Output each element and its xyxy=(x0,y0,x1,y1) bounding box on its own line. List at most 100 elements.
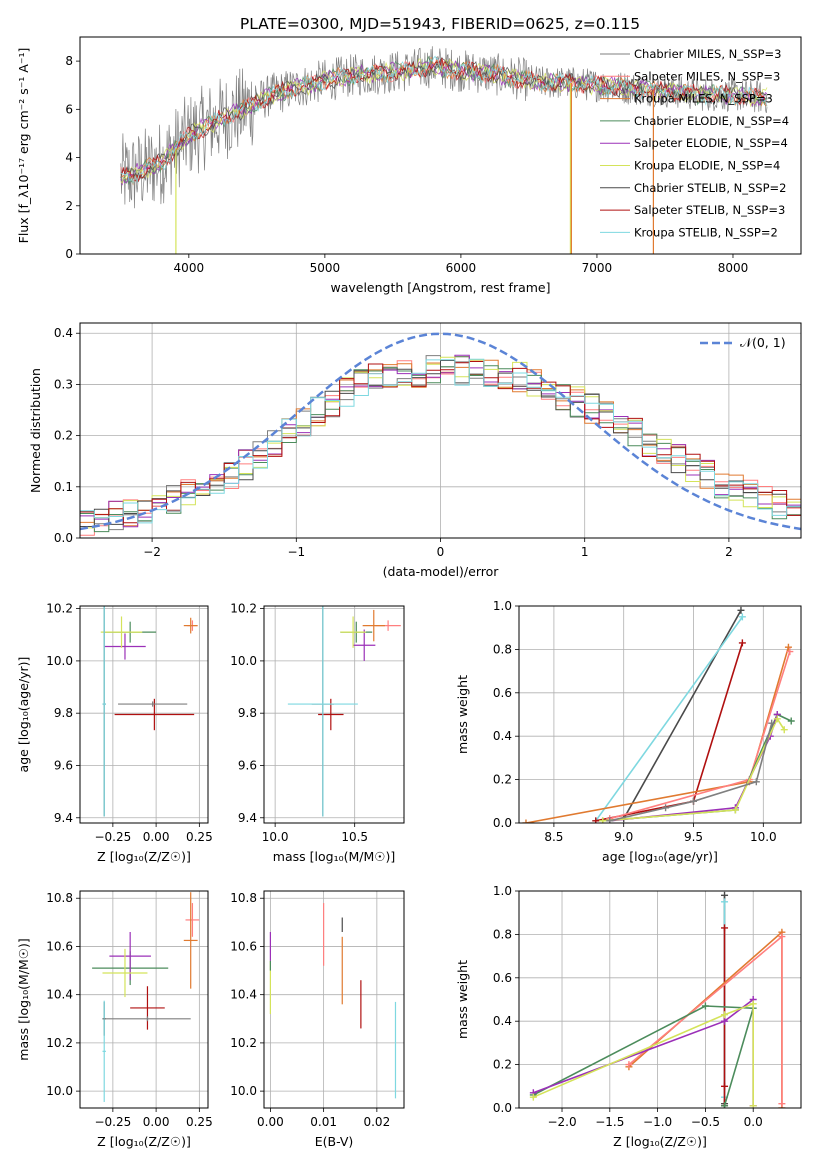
errorbar-point xyxy=(353,629,376,661)
legend-label: Salpeter MILES, N_SSP=3 xyxy=(634,69,780,83)
figure-title: PLATE=0300, MJD=51943, FIBERID=0625, z=0… xyxy=(240,15,640,33)
plot-area xyxy=(522,606,795,823)
y-axis-label: Flux [f_λ10⁻¹⁷ erg cm⁻² s⁻¹ A⁻¹] xyxy=(16,48,31,244)
y-tick-label: 10.0 xyxy=(230,1084,257,1098)
x-tick-label: 6000 xyxy=(446,261,477,275)
legend-label: Kroupa ELODIE, N_SSP=4 xyxy=(634,159,780,173)
y-tick-label: 9.6 xyxy=(54,758,73,772)
y-axis-label: mass weight xyxy=(455,960,470,1039)
y-tick-label: 9.6 xyxy=(238,758,257,772)
errorbar-point xyxy=(185,903,200,937)
plot-area xyxy=(529,891,786,1108)
y-tick-label: 0.0 xyxy=(54,531,73,545)
x-tick-label: 2 xyxy=(725,545,733,559)
weight-marker xyxy=(599,817,607,823)
errorbar-point xyxy=(100,616,143,648)
weight-marker xyxy=(721,1102,729,1108)
x-tick-label: 1 xyxy=(581,545,589,559)
y-tick-label: 0.6 xyxy=(493,686,512,700)
x-axis-label: age [log₁₀(age/yr)] xyxy=(602,849,718,864)
errorbar-point xyxy=(130,986,165,1030)
y-tick-label: 0.3 xyxy=(54,377,73,391)
errorbar-point xyxy=(102,606,106,817)
weight-marker xyxy=(749,1102,757,1108)
weight-marker xyxy=(778,1100,786,1108)
weight-line xyxy=(609,722,773,822)
y-tick-label: 1.0 xyxy=(493,599,512,613)
errorbar-point xyxy=(362,609,385,642)
panel-residuals: −2 −1 0 1 2 0.0 0.1 0.2 0.3 0.4 (data-model)/error… xyxy=(28,322,802,579)
y-tick-label: 10.6 xyxy=(46,939,73,953)
y-tick-label: 10.0 xyxy=(230,654,257,668)
errorbar-point xyxy=(109,931,151,981)
weight-marker xyxy=(731,806,739,814)
x-tick-label: −1 xyxy=(287,545,305,559)
x-tick-label: −0.25 xyxy=(94,830,131,844)
y-tick-label: 6 xyxy=(65,102,73,116)
x-tick-label: 10.0 xyxy=(262,830,289,844)
panel-mass-vs-ebv: 0.00 0.01 0.02 10.0 10.2 10.4 10.6 10.8 E(B-V) xyxy=(230,890,405,1149)
y-tick-label: 10.0 xyxy=(46,654,73,668)
weight-line xyxy=(532,1002,754,1106)
weight-marker xyxy=(773,715,781,723)
x-tick-label: 4000 xyxy=(174,261,205,275)
x-tick-label: 0.00 xyxy=(143,830,170,844)
y-tick-label: 10.8 xyxy=(46,891,73,905)
axes-frame xyxy=(79,36,802,255)
y-tick-label: 0.0 xyxy=(493,1101,512,1115)
x-tick-label: 0.02 xyxy=(363,1115,390,1129)
plot-area xyxy=(269,903,397,1099)
weight-line xyxy=(595,616,744,822)
x-tick-label: −0.25 xyxy=(94,1115,131,1129)
plot-area xyxy=(120,46,768,254)
y-tick-label: 10.4 xyxy=(230,988,257,1002)
legend-label: Chabrier STELIB, N_SSP=2 xyxy=(634,181,786,195)
y-axis-label: mass weight xyxy=(455,675,470,754)
weight-marker xyxy=(721,1017,729,1025)
x-tick-label: −2.0 xyxy=(547,1115,576,1129)
legend-label: Salpeter ELODIE, N_SSP=4 xyxy=(634,136,788,150)
y-tick-label: 0.8 xyxy=(493,927,512,941)
y-tick-label: 9.4 xyxy=(238,811,257,825)
plot-area xyxy=(92,892,200,1102)
spectrum-model-line xyxy=(120,57,768,182)
axes-frame xyxy=(518,605,802,824)
y-tick-label: 9.8 xyxy=(238,706,257,720)
y-tick-label: 0.4 xyxy=(493,1014,512,1028)
y-tick-label: 10.2 xyxy=(46,1036,73,1050)
axes-frame xyxy=(518,890,802,1109)
panel-weight-vs-age: 8.5 9.0 9.5 10.0 0.0 0.2 0.4 0.6 0.8 1.0 age [log₁… xyxy=(455,599,802,864)
axes-frame xyxy=(79,605,209,824)
y-axis-label: Normed distribution xyxy=(28,368,43,493)
y-tick-label: 10.0 xyxy=(46,1084,73,1098)
y-axis-label: age [log₁₀(age/yr)] xyxy=(16,657,31,773)
y-tick-label: 10.4 xyxy=(46,988,73,1002)
y-tick-label: 0.2 xyxy=(493,773,512,787)
x-tick-label: 7000 xyxy=(582,261,613,275)
weight-marker xyxy=(606,817,614,823)
x-tick-label: 0.25 xyxy=(186,830,213,844)
x-axis-label: Z [log₁₀(Z/Z☉)] xyxy=(97,1134,191,1149)
weight-marker xyxy=(738,639,746,647)
axes-frame xyxy=(263,890,405,1109)
legend-label: Salpeter STELIB, N_SSP=3 xyxy=(634,203,785,217)
y-tick-label: 0.0 xyxy=(493,816,512,830)
errorbar-point xyxy=(287,606,358,817)
y-tick-label: 0.8 xyxy=(493,642,512,656)
x-tick-label: 9.0 xyxy=(614,830,633,844)
errorbar-point xyxy=(340,616,366,648)
x-axis-label: wavelength [Angstrom, rest frame] xyxy=(330,280,550,295)
weight-marker xyxy=(749,1000,757,1008)
legend-label: Kroupa STELIB, N_SSP=2 xyxy=(634,225,778,239)
x-axis-label: Z [log₁₀(Z/Z☉)] xyxy=(613,1134,707,1149)
x-tick-label: 0 xyxy=(437,545,445,559)
plot-area xyxy=(100,606,198,817)
x-tick-label: 10.0 xyxy=(750,830,777,844)
x-tick-label: 5000 xyxy=(310,261,341,275)
x-tick-label: 0.25 xyxy=(186,1115,213,1129)
x-tick-label: 8.5 xyxy=(544,830,563,844)
y-tick-label: 2 xyxy=(65,199,73,213)
y-tick-label: 0.2 xyxy=(54,429,73,443)
residual-histogram xyxy=(80,361,801,538)
